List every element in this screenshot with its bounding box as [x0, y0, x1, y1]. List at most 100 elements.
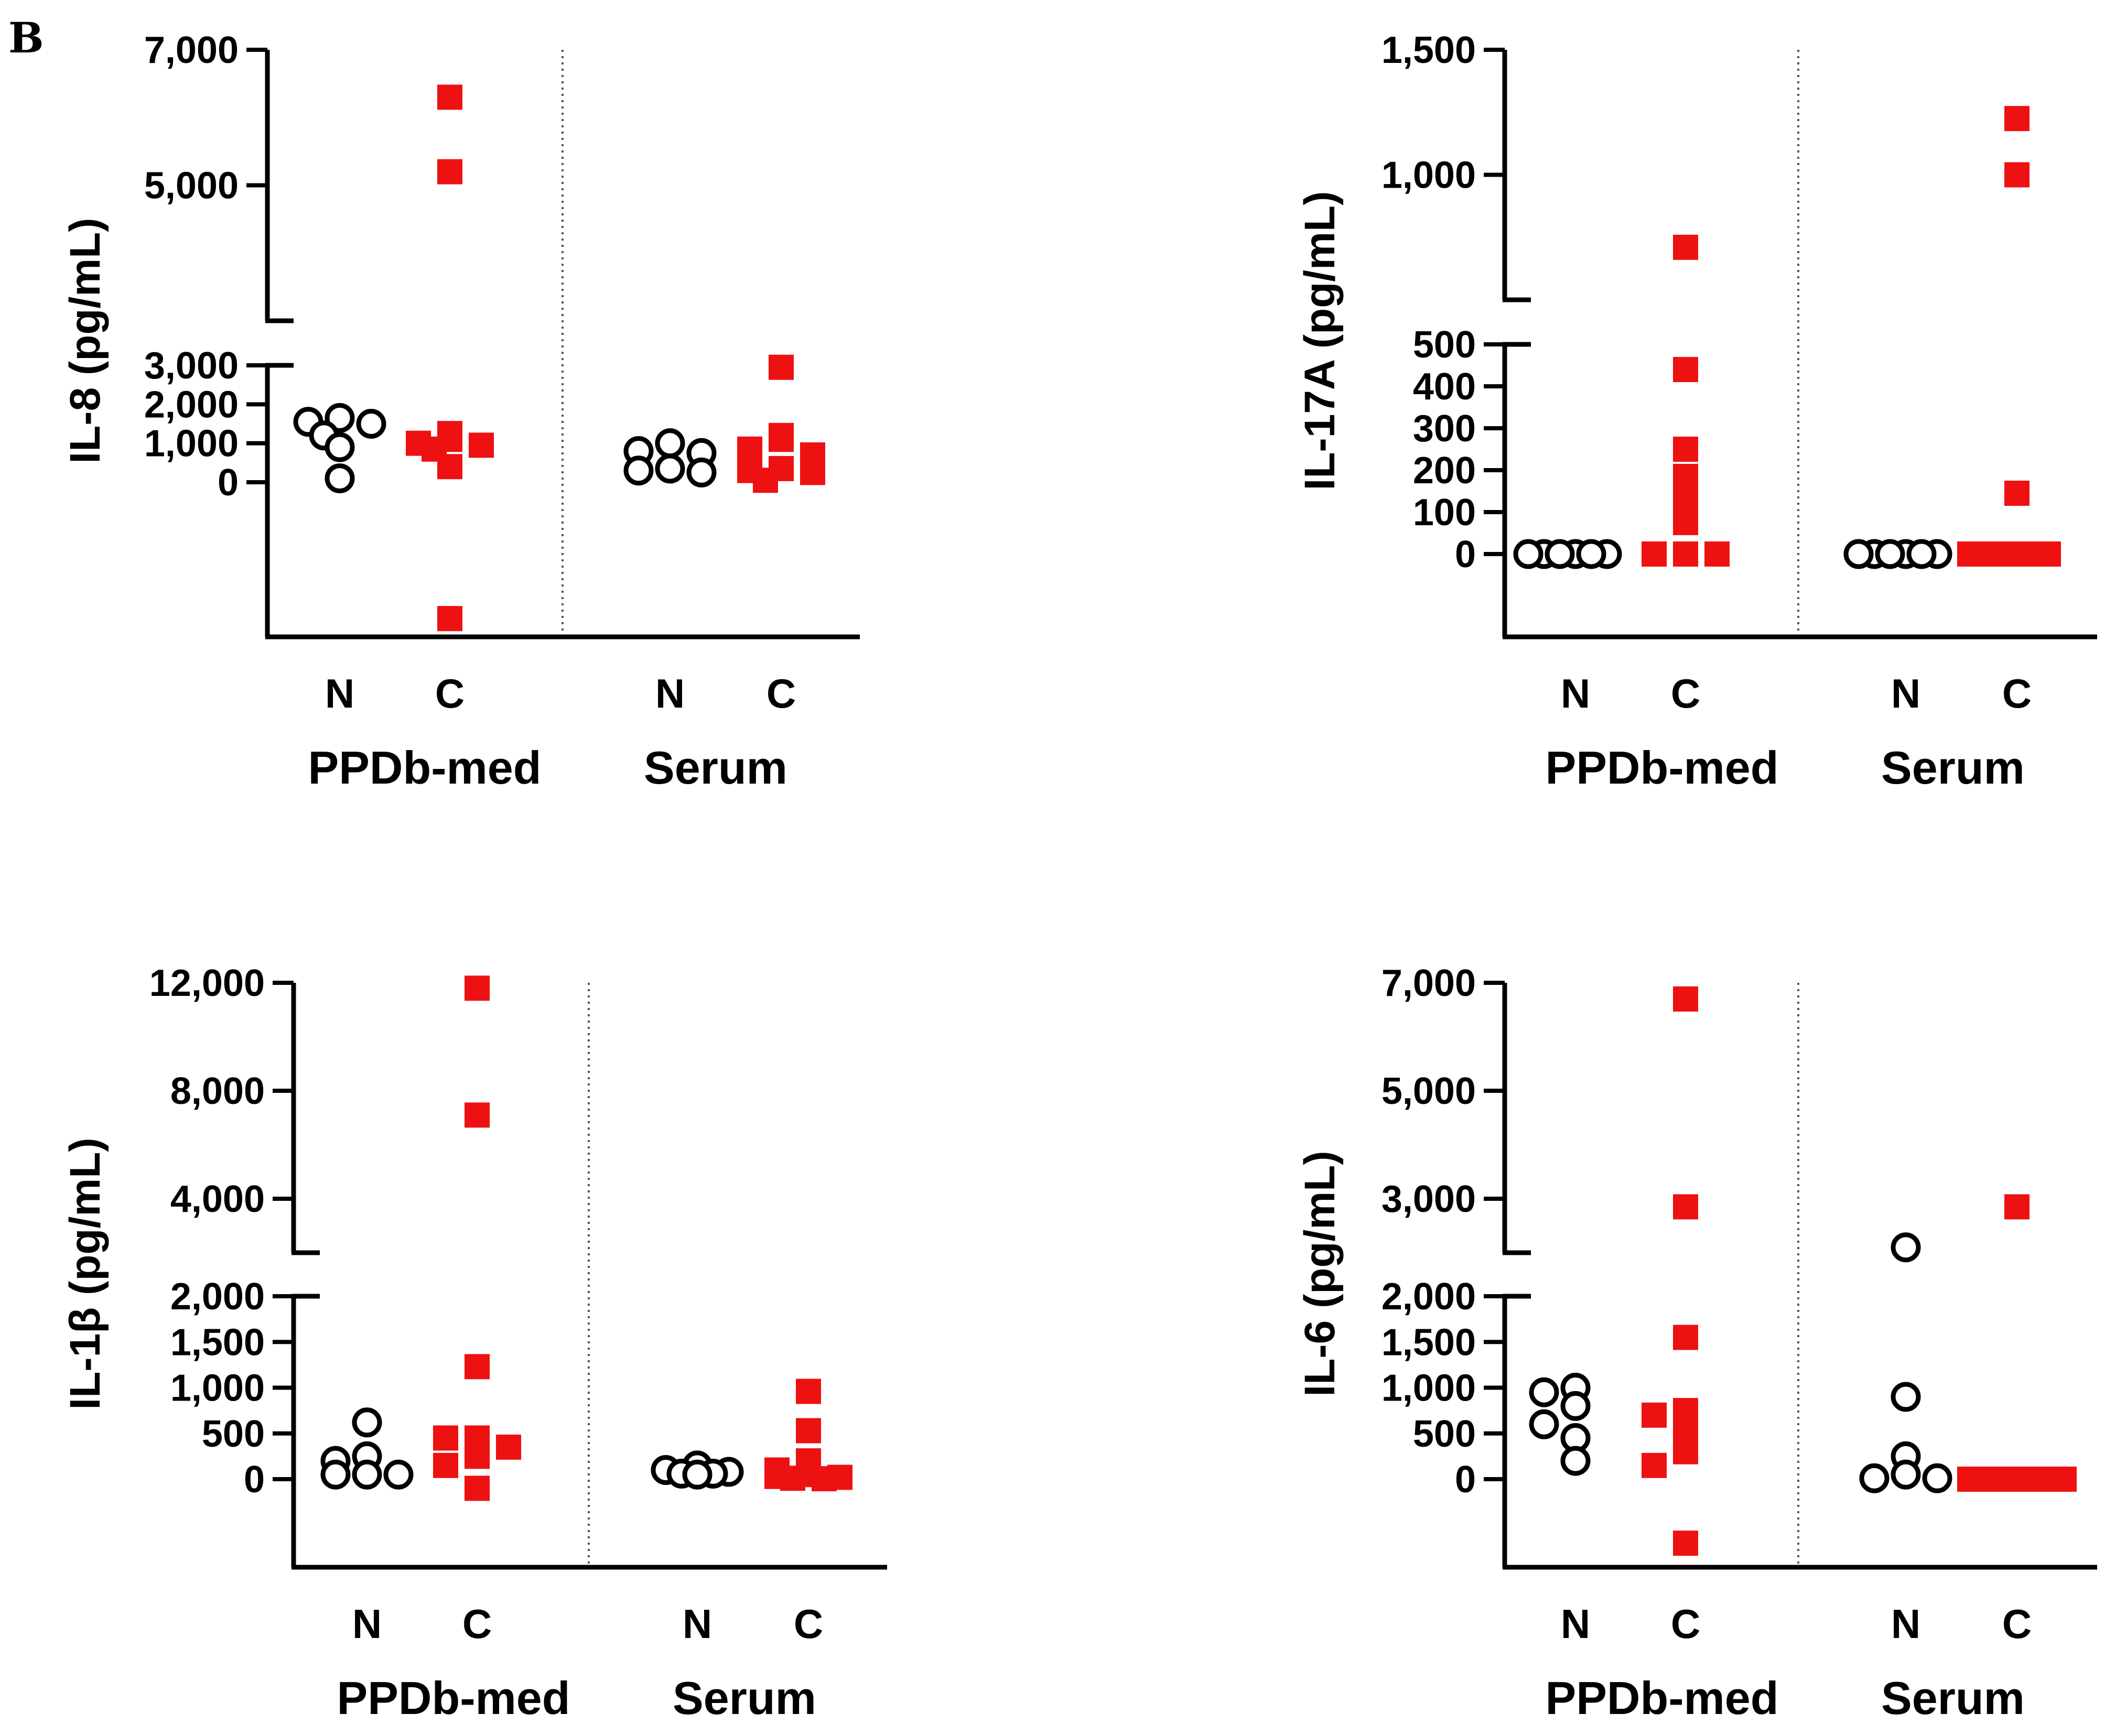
y-lower-tick-label: 1,000 [144, 423, 239, 465]
data-point-case [769, 427, 794, 452]
data-point-case [2020, 541, 2045, 567]
data-point-case [433, 1452, 458, 1478]
data-point-case [2020, 1467, 2045, 1492]
data-point-naive [1906, 539, 1937, 569]
x-category-label: C [462, 1601, 492, 1647]
data-point-case [1673, 1439, 1698, 1464]
data-point-case [1673, 541, 1698, 567]
data-point-naive [1576, 539, 1606, 569]
y-lower-tick-label: 500 [1413, 324, 1476, 366]
x-category-label: C [2002, 1601, 2032, 1647]
x-category-label: N [352, 1601, 382, 1647]
x-category-label: C [794, 1601, 823, 1647]
data-point-naive [1859, 1463, 1890, 1493]
data-point-case [796, 1418, 821, 1444]
x-category-label: N [1561, 1601, 1590, 1647]
data-point-case [465, 1475, 490, 1501]
y-lower-tick-label: 300 [1413, 408, 1476, 450]
data-point-case [769, 354, 794, 380]
x-category-label: N [325, 670, 354, 717]
data-point-case [753, 468, 778, 493]
data-point-naive [655, 428, 685, 459]
data-point-case [796, 1379, 821, 1404]
data-point-naive [356, 409, 386, 439]
data-point-case [433, 1425, 458, 1451]
x-category-label: C [2002, 670, 2032, 717]
x-group-label: Serum [644, 742, 787, 794]
y-lower-tick-label: 0 [218, 462, 239, 504]
y-upper-tick-label: 8,000 [170, 1070, 265, 1112]
data-point-naive [1513, 539, 1543, 569]
data-point-case [1673, 510, 1698, 535]
data-point-naive [1843, 539, 1874, 569]
x-group-label: Serum [1881, 1672, 2025, 1724]
y-upper-tick-label: 5,000 [1381, 1070, 1476, 1112]
x-category-label: C [767, 670, 796, 717]
y-axis-label: IL-6 (pg/mL) [1296, 1151, 1344, 1396]
data-point-case [1957, 1467, 1982, 1492]
data-point-naive [1560, 1391, 1591, 1421]
y-lower-tick-label: 0 [1455, 1459, 1476, 1501]
data-point-case [1989, 541, 2014, 567]
y-lower-tick-label: 0 [1455, 534, 1476, 576]
data-point-case [1981, 1467, 2006, 1492]
y-lower-tick-label: 0 [244, 1459, 265, 1501]
data-point-case [437, 84, 462, 110]
data-point-case [1673, 1194, 1698, 1220]
data-point-case [1642, 541, 1667, 567]
data-point-naive [686, 457, 717, 487]
x-group-label: Serum [1881, 742, 2025, 794]
y-upper-tick-label: 1,000 [1381, 155, 1476, 197]
x-group-label: PPDb-med [337, 1672, 570, 1724]
data-point-naive [325, 432, 355, 462]
y-axis-label: IL-8 (pg/mL) [61, 218, 109, 463]
x-category-label: N [655, 670, 685, 717]
data-point-case [1673, 1531, 1698, 1556]
data-point-naive [1891, 1232, 1921, 1263]
data-point-naive [320, 1459, 351, 1490]
y-lower-tick-label: 3,000 [144, 345, 239, 387]
data-point-case [437, 159, 462, 185]
data-point-naive [682, 1459, 713, 1490]
y-upper-tick-label: 1,500 [1381, 29, 1476, 71]
x-category-label: N [1561, 670, 1590, 717]
y-lower-tick-label: 200 [1413, 450, 1476, 492]
data-point-case [1673, 1416, 1698, 1442]
y-axis-label: IL-1β (pg/mL) [61, 1137, 109, 1409]
data-point-case [1704, 541, 1730, 567]
data-point-case [465, 1354, 490, 1380]
y-lower-tick-label: 1,500 [170, 1321, 265, 1363]
data-point-naive [1529, 1409, 1559, 1439]
y-axis-label: IL-17A (pg/mL) [1296, 191, 1344, 491]
x-category-label: N [1891, 1601, 1920, 1647]
y-upper-tick-label: 7,000 [144, 29, 239, 71]
data-point-case [1673, 1325, 1698, 1350]
data-point-case [465, 975, 490, 1001]
y-lower-tick-label: 2,000 [1381, 1276, 1476, 1318]
data-point-naive [1560, 1446, 1591, 1476]
data-point-naive [1891, 1382, 1921, 1412]
data-point-case [1957, 541, 1982, 567]
data-point-case [465, 1102, 490, 1128]
x-group-label: PPDb-med [1546, 1672, 1779, 1724]
data-point-naive [325, 463, 355, 494]
data-point-naive [383, 1459, 414, 1490]
data-point-case [2004, 481, 2030, 506]
x-group-label: PPDb-med [308, 742, 542, 794]
data-point-case [780, 1466, 805, 1491]
data-point-case [2052, 1467, 2077, 1492]
data-point-naive [1922, 1463, 1952, 1493]
data-point-naive [623, 455, 654, 486]
data-point-naive [1529, 1377, 1559, 1407]
data-point-naive [1545, 539, 1575, 569]
data-point-case [737, 436, 762, 462]
y-lower-tick-label: 400 [1413, 366, 1476, 408]
x-category-label: C [435, 670, 465, 717]
y-lower-tick-label: 500 [202, 1413, 265, 1455]
data-point-case [2004, 1194, 2030, 1220]
y-lower-tick-label: 1,000 [1381, 1368, 1476, 1409]
x-category-label: N [683, 1601, 712, 1647]
